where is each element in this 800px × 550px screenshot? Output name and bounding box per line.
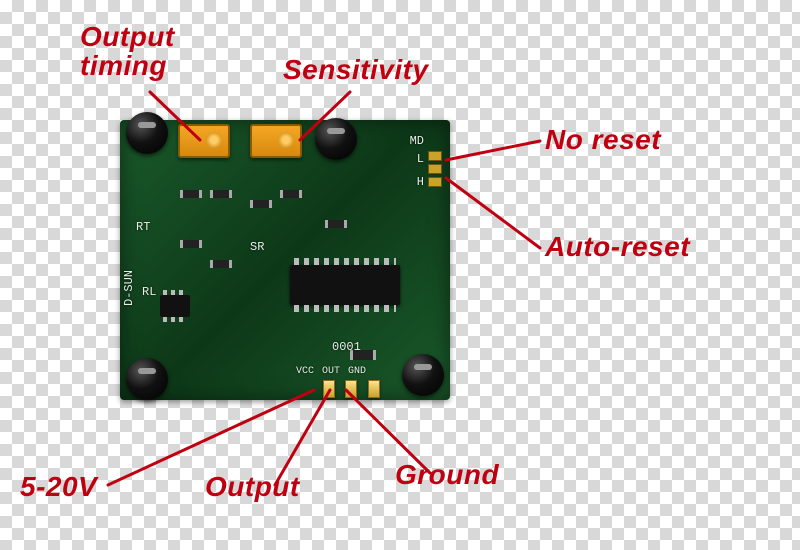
label-vcc: 5-20V bbox=[20, 472, 97, 501]
pin-vcc bbox=[323, 380, 335, 398]
pin-header bbox=[320, 380, 383, 403]
silk-dsun: D-SUN bbox=[122, 270, 136, 306]
capacitor-top-middle bbox=[315, 118, 357, 160]
pin-gnd bbox=[368, 380, 380, 398]
capacitor-bottom-right bbox=[402, 354, 444, 396]
smd-part bbox=[180, 240, 202, 248]
silk-vcc: VCC bbox=[296, 366, 314, 377]
label-auto-reset: Auto-reset bbox=[545, 232, 690, 261]
capacitor-top-left bbox=[126, 112, 168, 154]
silk-md: MD bbox=[410, 134, 424, 148]
jumper-reset-mode bbox=[428, 148, 442, 182]
silk-l: L bbox=[417, 152, 424, 166]
pcb-board: MD L H RT SR RL 0001 D-SUN VCC OUT GND bbox=[120, 120, 450, 400]
trimpot-sensitivity bbox=[250, 124, 302, 158]
silk-code: 0001 bbox=[332, 340, 361, 354]
label-ground: Ground bbox=[395, 460, 499, 489]
label-output-timing-l1: Outputtiming bbox=[80, 22, 175, 81]
silk-out: OUT bbox=[322, 366, 340, 377]
silk-gnd: GND bbox=[348, 366, 366, 377]
pin-out bbox=[345, 380, 357, 398]
smd-part bbox=[210, 260, 232, 268]
capacitor-bottom-left bbox=[126, 358, 168, 400]
smd-part bbox=[180, 190, 202, 198]
jumper-pad-m bbox=[428, 164, 442, 174]
silk-h: H bbox=[417, 175, 424, 189]
smd-part bbox=[210, 190, 232, 198]
ic-chip bbox=[290, 265, 400, 305]
jumper-pad-l bbox=[428, 151, 442, 161]
label-no-reset: No reset bbox=[545, 125, 661, 154]
voltage-regulator bbox=[160, 295, 190, 317]
silk-sr: SR bbox=[250, 240, 264, 254]
smd-part bbox=[325, 220, 347, 228]
silk-rt: RT bbox=[136, 220, 150, 234]
trimpot-output-timing bbox=[178, 124, 230, 158]
label-output-timing: Outputtiming bbox=[80, 22, 175, 81]
jumper-pad-h bbox=[428, 177, 442, 187]
silk-rl: RL bbox=[142, 285, 156, 299]
label-sensitivity: Sensitivity bbox=[283, 55, 429, 84]
label-output: Output bbox=[205, 472, 300, 501]
smd-part bbox=[280, 190, 302, 198]
smd-part bbox=[250, 200, 272, 208]
